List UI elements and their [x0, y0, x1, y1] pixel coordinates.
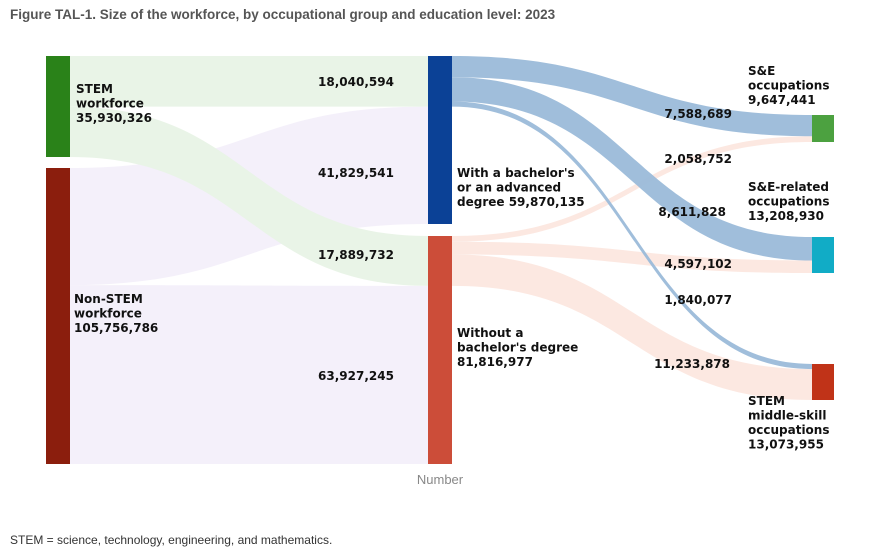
- node-label-mid: STEM middle-skill occupations 13,073,955: [748, 394, 829, 452]
- link-stem-to-noba: [70, 106, 428, 286]
- node-ba: [428, 56, 452, 224]
- link-label-stem-to-noba: 17,889,732: [318, 248, 394, 262]
- labels-layer: STEM workforce 35,930,326 Non-STEM workforce…: [74, 64, 829, 452]
- node-label-nonstem: Non-STEM workforce 105,756,786: [74, 292, 158, 335]
- footnote: STEM = science, technology, engineering,…: [10, 533, 333, 547]
- link-noba-to-serel: [452, 241, 812, 273]
- node-label-noba: Without a bachelor's degree 81,816,977: [457, 326, 578, 369]
- link-stem-to-ba: [70, 56, 428, 107]
- link-label-stem-to-ba: 18,040,594: [318, 75, 394, 89]
- link-ba-to-mid: [452, 101, 812, 370]
- link-label-noba-to-serel: 4,597,102: [664, 257, 732, 271]
- node-mid: [812, 364, 834, 400]
- link-ba-to-serel: [452, 77, 812, 261]
- link-nonstem-to-noba: [70, 285, 428, 464]
- node-label-serel: S&E-related occupations 13,208,930: [748, 180, 829, 223]
- link-label-noba-to-se: 2,058,752: [664, 152, 732, 166]
- link-label-nonstem-to-ba: 41,829,541: [318, 166, 394, 180]
- node-stem: [46, 56, 70, 157]
- link-label-ba-to-serel: 8,611,828: [658, 205, 726, 219]
- link-label-nonstem-to-noba: 63,927,245: [318, 369, 394, 383]
- x-axis-label: Number: [417, 472, 464, 487]
- nodes-layer: [46, 56, 834, 464]
- link-label-noba-to-mid: 11,233,878: [654, 357, 730, 371]
- node-label-ba: With a bachelor's or an advanced degree 59…: [457, 166, 585, 209]
- node-nonstem: [46, 168, 70, 464]
- chart-title: Figure TAL-1. Size of the workforce, by …: [10, 7, 556, 22]
- links-layer: [70, 56, 812, 464]
- node-noba: [428, 236, 452, 464]
- link-label-ba-to-mid: 1,840,077: [664, 293, 732, 307]
- link-noba-to-mid: [452, 254, 812, 400]
- node-label-se: S&E occupations 9,647,441: [748, 64, 829, 107]
- link-noba-to-se: [452, 136, 812, 242]
- node-label-stem: STEM workforce 35,930,326: [76, 82, 152, 125]
- node-se: [812, 115, 834, 142]
- node-serel: [812, 237, 834, 273]
- link-ba-to-se: [452, 56, 812, 137]
- link-label-ba-to-se: 7,588,689: [664, 107, 732, 121]
